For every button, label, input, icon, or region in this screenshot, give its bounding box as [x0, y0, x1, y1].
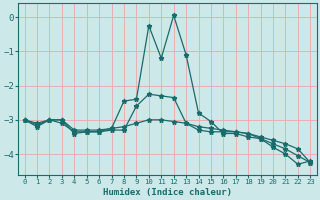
- X-axis label: Humidex (Indice chaleur): Humidex (Indice chaleur): [103, 188, 232, 197]
